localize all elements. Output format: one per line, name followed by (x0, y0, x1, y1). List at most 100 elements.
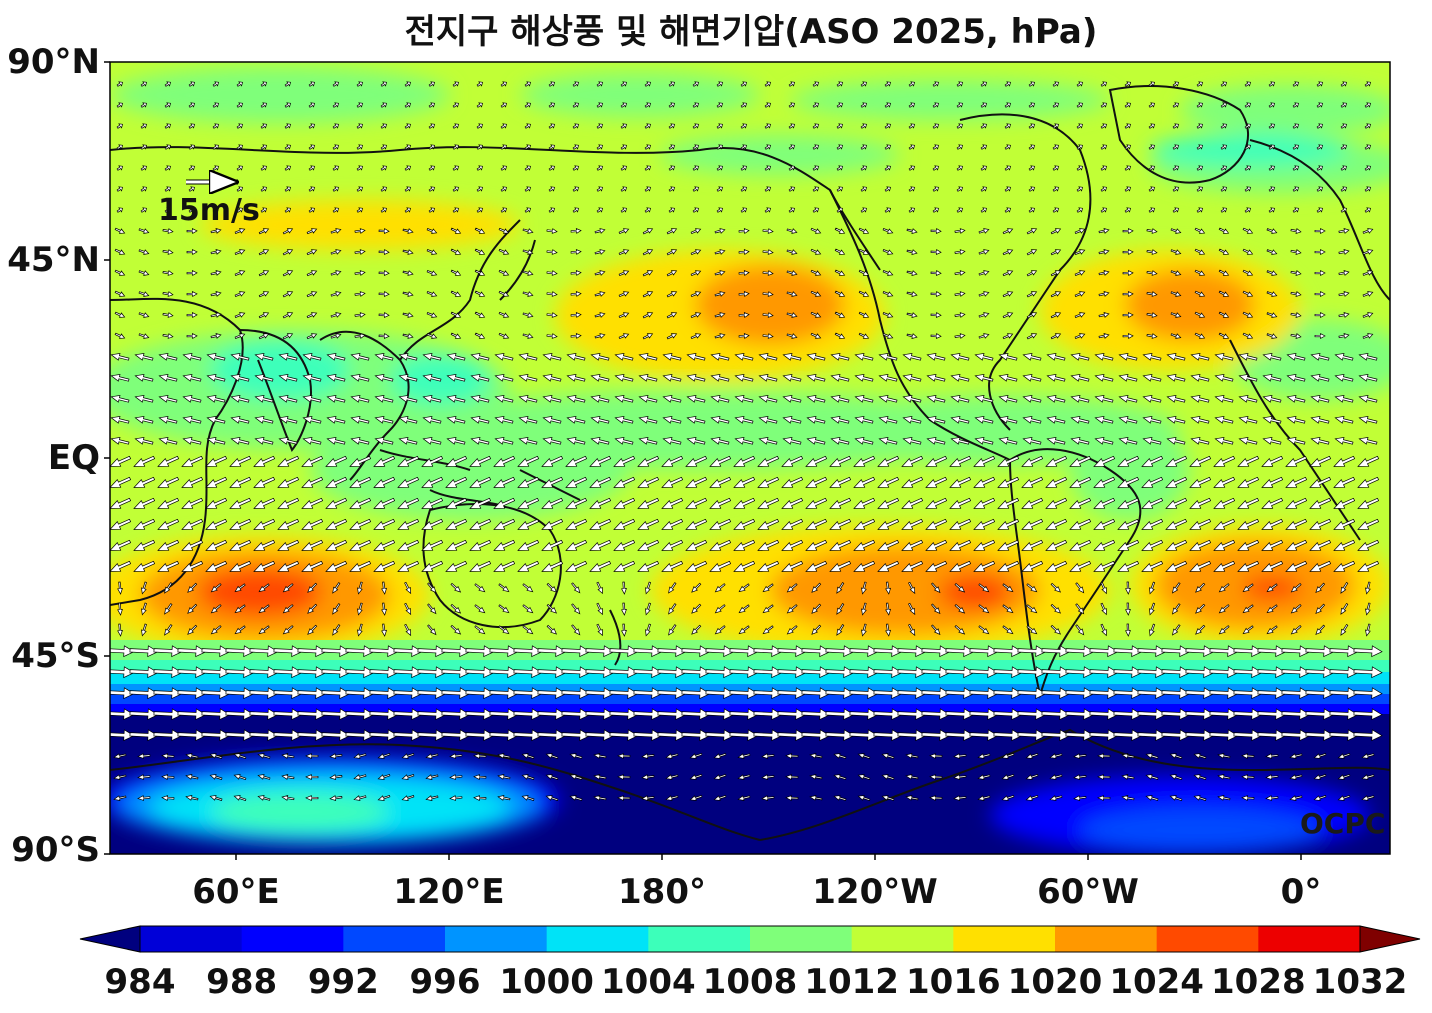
wind-arrow (1209, 729, 1239, 742)
wind-arrow (668, 624, 677, 636)
wind-arrow (788, 123, 795, 129)
wind-arrow (1089, 687, 1119, 700)
wind-arrow (1050, 249, 1062, 256)
wind-arrow (572, 102, 579, 108)
wind-arrow (500, 123, 507, 129)
wind-arrow (681, 645, 711, 658)
wind-arrow (1196, 102, 1203, 108)
wind-arrow (633, 645, 663, 658)
wind-arrow (1142, 352, 1162, 361)
wind-arrow (589, 539, 612, 551)
wind-arrow (308, 207, 315, 213)
wind-arrow (493, 539, 516, 551)
wind-arrow (618, 333, 630, 340)
wind-arrow (1100, 144, 1107, 150)
wind-arrow (1070, 394, 1090, 403)
wind-arrow (157, 476, 180, 488)
wind-arrow (849, 708, 879, 721)
wind-arrow (500, 165, 507, 171)
wind-arrow (1305, 687, 1335, 700)
wind-arrow (854, 394, 874, 403)
wind-arrow (1338, 248, 1350, 255)
wind-arrow (329, 753, 343, 759)
wind-arrow (234, 228, 246, 234)
wind-arrow (758, 436, 778, 445)
wind-arrow (513, 708, 543, 721)
wind-arrow (465, 708, 495, 721)
wind-arrow (182, 394, 202, 403)
wind-arrow (926, 373, 946, 382)
wind-arrow (1289, 753, 1303, 759)
wind-arrow (1045, 539, 1068, 551)
wind-arrow (829, 476, 852, 488)
wind-arrow (234, 291, 246, 297)
wind-arrow (620, 186, 627, 192)
wind-arrow (380, 144, 387, 150)
wind-arrow (546, 624, 558, 635)
wind-arrow (620, 102, 627, 108)
wind-arrow (836, 165, 843, 171)
wind-arrow (1124, 207, 1131, 213)
wind-arrow (1170, 228, 1182, 234)
wind-arrow (1004, 165, 1011, 171)
wind-arrow (522, 333, 534, 339)
wind-arrow (1292, 144, 1299, 150)
wind-arrow (1093, 497, 1116, 509)
wind-arrow (830, 415, 850, 424)
wind-arrow (1309, 455, 1332, 467)
wind-arrow (1094, 394, 1114, 403)
wind-arrow (740, 186, 747, 192)
wind-arrow (186, 291, 198, 297)
wind-arrow (620, 144, 627, 150)
wind-arrow (945, 708, 975, 721)
wind-arrow (1209, 708, 1239, 721)
wind-arrow (1238, 436, 1258, 445)
wind-arrow (777, 708, 807, 721)
wind-arrow (354, 228, 366, 234)
wind-arrow (877, 539, 900, 551)
wind-arrow (397, 518, 420, 530)
wind-arrow (258, 604, 270, 614)
wind-arrow (637, 539, 660, 551)
wind-arrow (1196, 165, 1203, 171)
wind-arrow (233, 795, 247, 802)
wind-arrow (186, 312, 198, 318)
wind-arrow (1333, 476, 1356, 488)
wind-arrow (757, 455, 780, 467)
wind-arrow (1165, 497, 1188, 509)
wind-arrow (1026, 270, 1038, 277)
wind-arrow (1194, 269, 1206, 276)
wind-arrow (805, 455, 828, 467)
wind-arrow (537, 687, 567, 700)
wind-arrow (110, 560, 132, 572)
wind-arrow (522, 583, 534, 593)
wind-arrow (785, 795, 799, 801)
wind-arrow (330, 249, 342, 255)
wind-arrow (157, 539, 180, 551)
wind-arrow (753, 687, 783, 700)
wind-arrow (210, 604, 222, 614)
wind-arrow (1337, 752, 1351, 759)
wind-arrow (691, 603, 702, 614)
wind-arrow (956, 81, 963, 87)
wind-arrow (524, 81, 531, 87)
wind-arrow (1141, 455, 1164, 467)
wind-arrow (738, 625, 750, 635)
wind-arrow (186, 270, 198, 276)
wind-arrow (524, 186, 531, 192)
wind-arrow (1118, 352, 1138, 361)
wind-arrow (1121, 774, 1135, 780)
wind-arrow (878, 352, 898, 361)
wind-arrow (378, 311, 390, 318)
wind-arrow (691, 582, 702, 593)
wind-arrow (1358, 352, 1378, 361)
wind-arrow (685, 518, 708, 530)
wind-arrow (381, 602, 387, 616)
wind-arrow (426, 249, 438, 255)
wind-arrow (140, 186, 147, 192)
wind-arrow (254, 394, 274, 403)
wind-arrow (234, 604, 246, 614)
wind-arrow (537, 708, 567, 721)
wind-arrow (1310, 436, 1330, 445)
wind-arrow (638, 436, 658, 445)
